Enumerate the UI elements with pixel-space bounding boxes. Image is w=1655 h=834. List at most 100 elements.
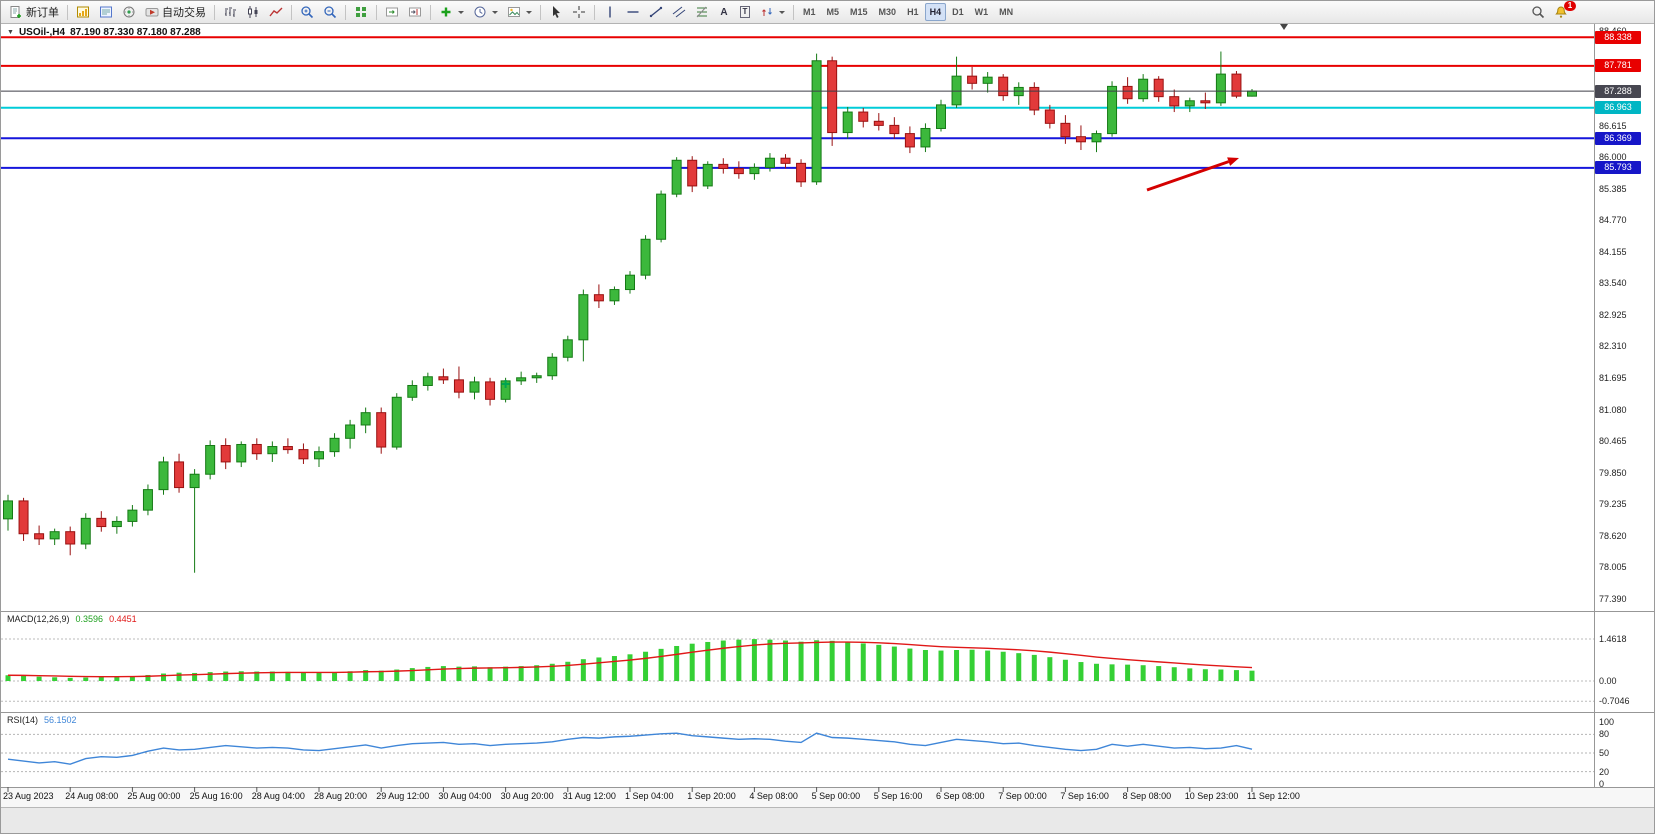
candle-body bbox=[298, 449, 309, 460]
trend-arrow-head[interactable] bbox=[1227, 157, 1239, 166]
macd-histogram-bar bbox=[145, 674, 151, 681]
rsi-axis-label: 0 bbox=[1599, 779, 1605, 789]
candle-body bbox=[329, 437, 340, 453]
candle-body bbox=[111, 520, 122, 528]
timeframe-button-m5[interactable]: M5 bbox=[826, 7, 840, 17]
macd-histogram-bar bbox=[907, 648, 913, 681]
timeframe-button-m15[interactable]: M15 bbox=[850, 7, 868, 17]
timeframe-button-w1[interactable]: W1 bbox=[974, 7, 989, 17]
macd-histogram-bar bbox=[689, 643, 695, 681]
text-label-button[interactable]: T bbox=[735, 3, 755, 21]
new-chart-button[interactable] bbox=[72, 3, 94, 21]
macd-signal-line bbox=[7, 641, 1253, 678]
bar-chart-icon bbox=[225, 7, 236, 17]
price-axis-label: 83.540 bbox=[1599, 278, 1627, 289]
candle-body bbox=[127, 509, 138, 522]
rsi-line bbox=[7, 732, 1253, 765]
macd-histogram-bar bbox=[425, 666, 431, 681]
candle-body bbox=[65, 531, 76, 545]
price-axis-label: 79.850 bbox=[1599, 467, 1627, 478]
search-icon bbox=[1532, 6, 1545, 19]
timeframe-button-m1[interactable]: M1 bbox=[803, 7, 816, 17]
candle-body bbox=[982, 76, 993, 84]
candle-body bbox=[998, 76, 1009, 97]
zoom-out-button[interactable] bbox=[319, 3, 341, 21]
chart-shift-button[interactable] bbox=[404, 3, 426, 21]
macd-signal-value: 0.4451 bbox=[109, 614, 137, 624]
vertical-line-button[interactable] bbox=[599, 3, 621, 21]
candle-body bbox=[609, 289, 620, 302]
price-axis-label: 78.005 bbox=[1599, 562, 1627, 573]
candle-body bbox=[422, 376, 433, 386]
cursor-button[interactable] bbox=[545, 3, 567, 21]
candle-body bbox=[18, 500, 29, 535]
indicators-button[interactable] bbox=[435, 3, 468, 21]
macd-histogram-bar bbox=[1094, 663, 1099, 681]
timeframe-button-d1[interactable]: D1 bbox=[952, 7, 964, 17]
panel-splitter-macd[interactable] bbox=[1, 609, 1654, 613]
periods-button[interactable] bbox=[469, 3, 502, 21]
timeframe-button-h1[interactable]: H1 bbox=[907, 7, 919, 17]
autotrading-icon bbox=[145, 8, 159, 17]
price-axis-label: 81.695 bbox=[1599, 373, 1627, 384]
macd-histogram-bar bbox=[674, 645, 680, 681]
arrows-button[interactable] bbox=[756, 3, 789, 21]
trend-arrow-annotation[interactable] bbox=[1146, 160, 1230, 192]
candle-body bbox=[205, 445, 216, 475]
search-button[interactable] bbox=[1527, 3, 1549, 21]
macd-histogram-bar bbox=[705, 641, 711, 681]
profiles-button[interactable] bbox=[95, 3, 117, 21]
channel-button[interactable] bbox=[668, 3, 690, 21]
text-button[interactable]: A bbox=[714, 3, 734, 21]
macd-histogram-bar bbox=[114, 676, 120, 681]
candle-body bbox=[1029, 86, 1040, 111]
timeframe-button-m30[interactable]: M30 bbox=[878, 7, 897, 17]
timeframe-button-h4[interactable]: H4 bbox=[924, 3, 947, 21]
timeframe-button-mn[interactable]: MN bbox=[999, 7, 1014, 17]
panel-splitter-rsi[interactable] bbox=[1, 710, 1654, 714]
chart-shift-marker[interactable] bbox=[1280, 24, 1288, 30]
macd-histogram-bar bbox=[129, 676, 135, 681]
zoom-in-icon bbox=[301, 6, 314, 19]
line-chart-icon bbox=[269, 7, 283, 17]
macd-histogram-bar bbox=[223, 671, 229, 681]
plus-marker-icon[interactable] bbox=[501, 379, 510, 388]
autotrading-button[interactable]: 自动交易 bbox=[141, 3, 210, 21]
rsi-axis-label: 80 bbox=[1599, 729, 1610, 740]
trendline-button[interactable] bbox=[645, 3, 667, 21]
notifications-button[interactable]: 1 bbox=[1550, 1, 1576, 21]
crosshair-button[interactable] bbox=[568, 3, 590, 21]
tile-windows-button[interactable] bbox=[350, 3, 372, 21]
candlestick-chart-icon bbox=[248, 6, 258, 18]
candle-body bbox=[49, 531, 60, 540]
time-axis-label: 8 Sep 08:00 bbox=[1122, 791, 1172, 801]
new-order-label: 新订单 bbox=[26, 7, 59, 19]
chart-canvas bbox=[1, 23, 1654, 792]
one-click-collapse-icon[interactable]: ▼ bbox=[7, 29, 14, 36]
macd-histogram-bar bbox=[1109, 664, 1115, 681]
dropdown-caret-icon bbox=[492, 10, 498, 14]
auto-scroll-button[interactable] bbox=[381, 3, 403, 21]
templates-button[interactable] bbox=[503, 3, 536, 21]
candlestick-chart-button[interactable] bbox=[242, 3, 264, 21]
new-order-button[interactable]: 新订单 bbox=[5, 3, 63, 21]
time-axis-label: 4 Sep 08:00 bbox=[749, 791, 798, 801]
zoom-in-button[interactable] bbox=[296, 3, 318, 21]
line-chart-button[interactable] bbox=[265, 3, 287, 21]
candle-body bbox=[671, 159, 682, 195]
time-axis-label: 5 Sep 00:00 bbox=[811, 791, 861, 801]
macd-histogram-bar bbox=[21, 675, 27, 681]
macd-histogram-bar bbox=[1233, 670, 1239, 681]
bar-chart-button[interactable] bbox=[219, 3, 241, 21]
candle-body bbox=[967, 75, 978, 84]
macd-histogram-bar bbox=[1016, 653, 1022, 681]
macd-histogram-bar bbox=[363, 670, 369, 681]
candle-body bbox=[500, 380, 511, 400]
macd-histogram-bar bbox=[36, 676, 42, 681]
toolbar-separator bbox=[214, 4, 215, 20]
rsi-indicator-label: RSI(14) 56.1502 bbox=[7, 715, 77, 725]
fibonacci-button[interactable] bbox=[691, 3, 713, 21]
navigator-button[interactable] bbox=[118, 3, 140, 21]
horizontal-line-button[interactable] bbox=[622, 3, 644, 21]
